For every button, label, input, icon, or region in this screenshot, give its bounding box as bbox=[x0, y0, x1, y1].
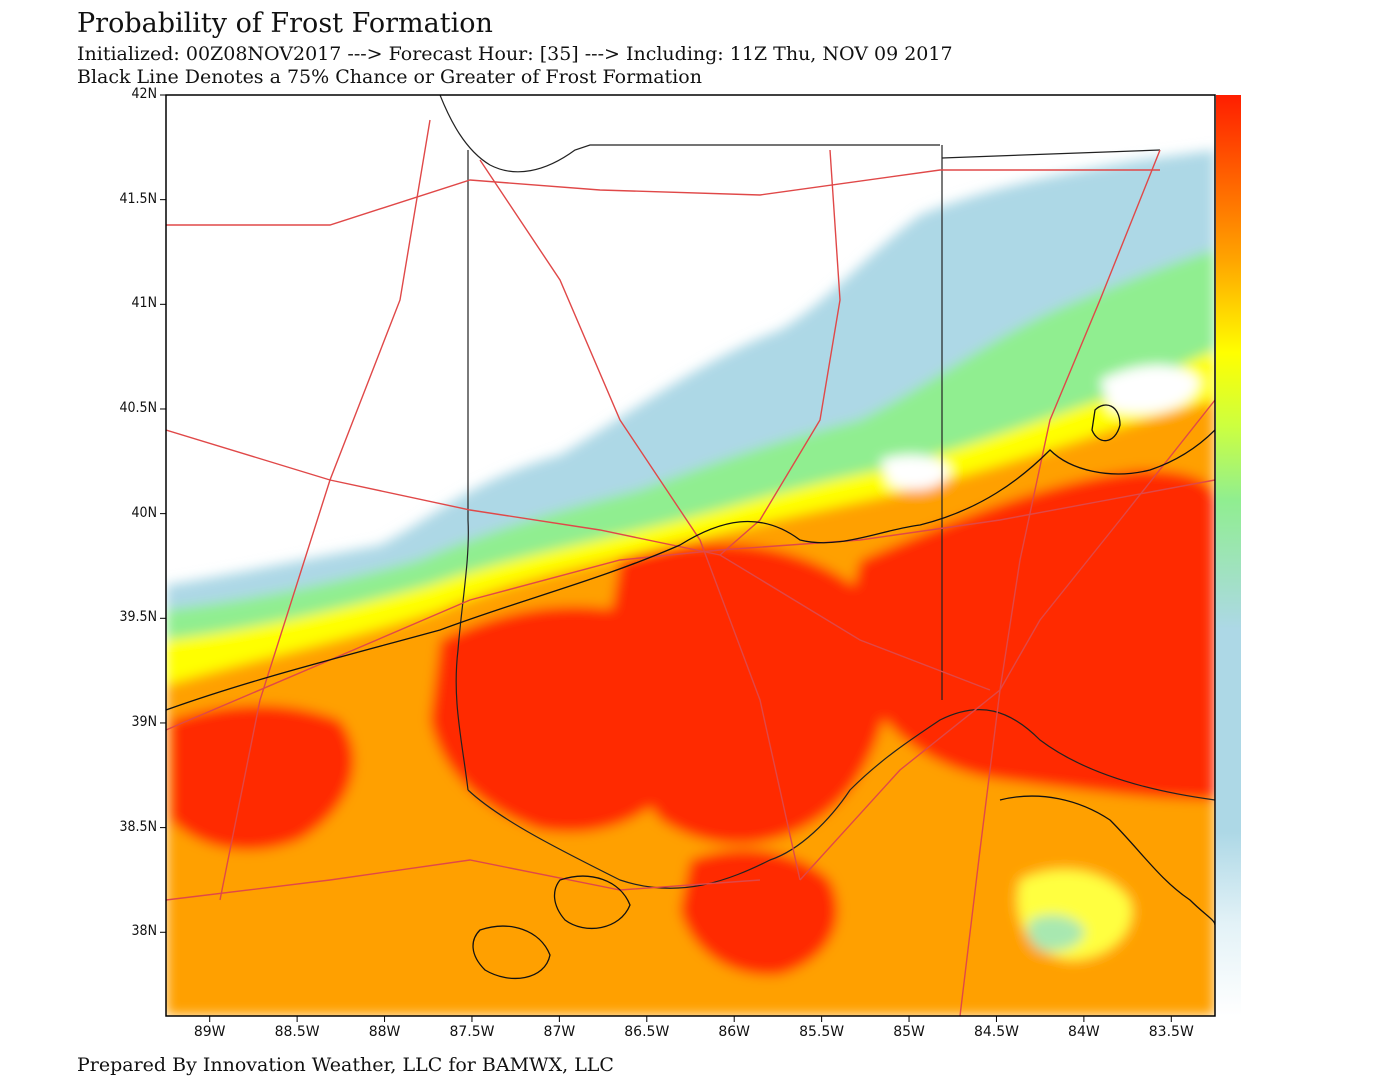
footer-credit: Prepared By Innovation Weather, LLC for … bbox=[77, 1054, 614, 1076]
road-i69 bbox=[719, 149, 841, 556]
lat-tick-label: 39N bbox=[131, 713, 157, 730]
lat-tick-label: 40N bbox=[131, 504, 157, 521]
field-white-island-1 bbox=[880, 454, 950, 490]
road-i65 bbox=[479, 159, 801, 881]
lon-tick-label: 88.5W bbox=[274, 1024, 320, 1040]
field-white-island-2 bbox=[1100, 365, 1200, 414]
axis-ticks bbox=[160, 94, 1172, 1022]
road-i70 bbox=[166, 479, 1215, 731]
lon-tick-label: 86W bbox=[718, 1024, 751, 1040]
lon-tick-label: 87W bbox=[543, 1024, 576, 1040]
lat-tick-label: 38.5N bbox=[119, 818, 157, 835]
lat-tick-label: 38N bbox=[131, 923, 157, 940]
contour-75-main bbox=[166, 429, 1215, 711]
lon-tick-label: 85.5W bbox=[799, 1024, 845, 1040]
field-red-east bbox=[852, 470, 1215, 800]
field-red-central bbox=[607, 543, 889, 844]
contour-75-loop-3 bbox=[1091, 404, 1121, 442]
probability-field bbox=[166, 95, 1215, 1016]
lat-tick-label: 40.5N bbox=[119, 399, 157, 416]
indiana-illinois-border bbox=[455, 150, 469, 791]
field-green-southeast bbox=[1027, 914, 1085, 952]
lat-tick-label: 42N bbox=[131, 86, 157, 102]
contour-75-percent bbox=[166, 404, 1215, 980]
lat-tick-label: 41N bbox=[131, 295, 157, 312]
road-i71 bbox=[799, 399, 1215, 881]
map-overlays bbox=[166, 95, 1215, 1016]
road-i80-90 bbox=[166, 169, 1160, 226]
lon-tick-label: 85W bbox=[893, 1024, 925, 1040]
lon-tick-label: 87.5W bbox=[449, 1024, 495, 1040]
lon-tick-label: 86.5W bbox=[624, 1024, 670, 1040]
lon-tick-label: 84W bbox=[1068, 1024, 1100, 1040]
lat-tick-label: 39.5N bbox=[119, 609, 157, 626]
contour-75-south-loop-2 bbox=[553, 875, 631, 930]
lon-tick-label: 84.5W bbox=[973, 1024, 1019, 1040]
contour-75-south-loop bbox=[472, 925, 551, 980]
contour-75-southeast bbox=[999, 795, 1215, 926]
lat-tick-label: 41.5N bbox=[119, 190, 157, 207]
chart-title: Probability of Frost Formation bbox=[77, 8, 493, 39]
road-i75 bbox=[959, 149, 1161, 1016]
chart-subtitle-legend-note: Black Line Denotes a 75% Chance or Great… bbox=[77, 66, 702, 88]
ohio-river bbox=[467, 709, 1215, 889]
chart-subtitle-init: Initialized: 00Z08NOV2017 ---> Forecast … bbox=[77, 43, 953, 65]
lon-tick-label: 88W bbox=[368, 1024, 401, 1040]
lake-michigan-shore bbox=[439, 95, 940, 173]
field-green bbox=[166, 250, 1215, 665]
field-red-southwest bbox=[170, 705, 355, 851]
road-i57 bbox=[219, 119, 431, 901]
colorbar bbox=[1216, 95, 1241, 1016]
map-frame bbox=[165, 94, 1216, 1017]
lon-tick-label: 89W bbox=[193, 1024, 226, 1040]
road-i64 bbox=[166, 859, 761, 901]
michigan-border bbox=[941, 149, 1161, 159]
field-light-blue bbox=[166, 150, 1215, 650]
lon-tick-label: 83.5W bbox=[1148, 1024, 1194, 1040]
